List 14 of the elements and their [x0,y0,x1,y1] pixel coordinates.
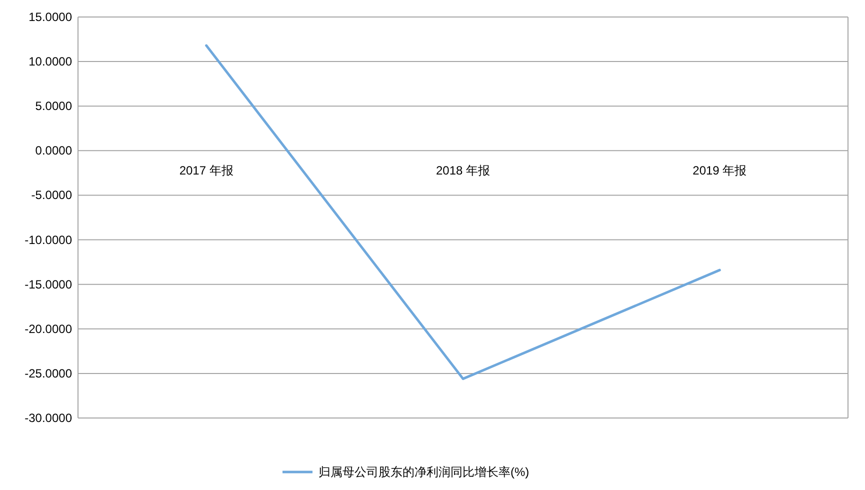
x-tick-label: 2019 年报 [692,164,747,178]
y-tick-label: -5.0000 [31,188,72,202]
y-tick-label: -15.0000 [24,277,72,292]
y-tick-label: -10.0000 [24,232,72,247]
y-tick-label: -30.0000 [24,411,72,425]
y-tick-label: 0.0000 [35,144,72,158]
y-tick-label: -25.0000 [24,366,72,380]
y-tick-label: -20.0000 [24,322,72,336]
y-tick-label: 15.0000 [28,10,72,24]
x-tick-label: 2017 年报 [179,164,234,178]
legend-label: 归属母公司股东的净利润同比增长率(%) [318,465,530,479]
y-tick-label: 5.0000 [35,99,72,114]
x-tick-label: 2018 年报 [436,164,490,178]
y-tick-label: 10.0000 [28,54,72,69]
